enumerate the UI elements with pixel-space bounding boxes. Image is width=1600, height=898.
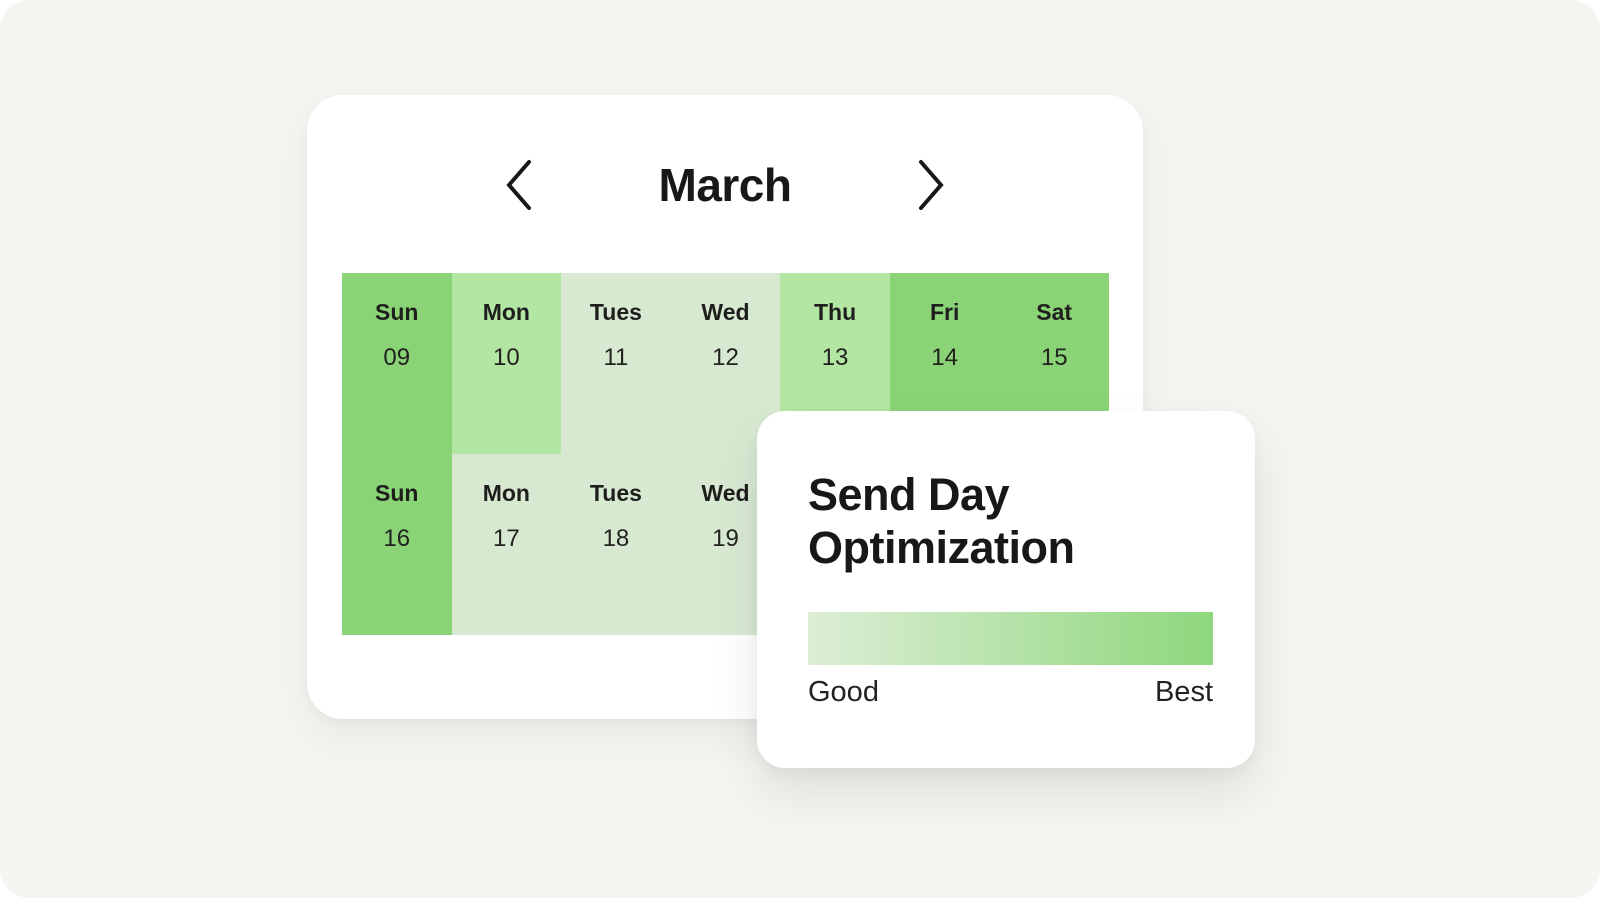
day-number: 14 <box>931 344 958 371</box>
day-number: 19 <box>712 525 739 552</box>
day-label: Wed <box>701 480 750 506</box>
day-number: 09 <box>383 344 411 371</box>
calendar-header: March <box>504 153 946 217</box>
month-title: March <box>658 159 792 211</box>
day-label: Mon <box>482 299 530 325</box>
day-number: 13 <box>821 344 849 371</box>
chevron-left-icon <box>506 159 532 211</box>
optimization-scale-labels: Good Best <box>808 674 1213 710</box>
next-month-button[interactable] <box>916 158 946 212</box>
day-label: Mon <box>482 480 530 506</box>
calendar-day-cell[interactable]: Mon 10 <box>451 273 562 454</box>
calendar-day-cell[interactable]: Tues 11 <box>561 273 671 454</box>
send-day-optimization-title: Send Day Optimization <box>808 469 1075 573</box>
day-label: Sun <box>375 480 419 506</box>
calendar-day-cell[interactable]: Mon 17 <box>451 454 562 635</box>
day-number: 10 <box>493 344 520 371</box>
scale-label-best: Best <box>1154 676 1213 708</box>
day-number: 11 <box>603 344 629 371</box>
calendar-day-cell[interactable]: Sun 16 <box>342 454 452 635</box>
day-label: Wed <box>701 299 750 325</box>
day-label: Sat <box>1036 299 1073 325</box>
chevron-right-icon <box>918 159 944 211</box>
day-label: Tues <box>589 480 642 506</box>
day-label: Fri <box>929 299 960 325</box>
day-number: 16 <box>383 525 411 552</box>
day-number: 18 <box>602 525 630 552</box>
send-day-optimization-card: Send Day Optimization Good Best <box>757 411 1255 768</box>
day-label: Tues <box>589 299 642 325</box>
optimization-gradient-bar <box>808 612 1213 665</box>
scale-label-good: Good <box>808 676 879 708</box>
day-number: 15 <box>1040 344 1068 371</box>
day-number: 12 <box>712 344 739 371</box>
prev-month-button[interactable] <box>504 158 534 212</box>
calendar-day-cell[interactable]: Sun 09 <box>342 273 452 454</box>
calendar-day-cell[interactable]: Tues 18 <box>561 454 671 635</box>
day-label: Thu <box>813 299 857 325</box>
day-number: 17 <box>493 525 520 552</box>
day-label: Sun <box>375 299 419 325</box>
